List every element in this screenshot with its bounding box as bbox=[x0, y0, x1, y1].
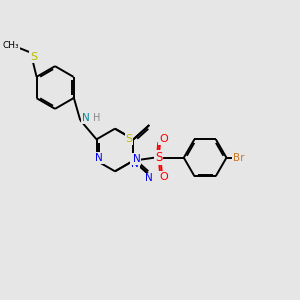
Text: N: N bbox=[82, 113, 89, 123]
Text: N: N bbox=[133, 154, 140, 164]
Text: S: S bbox=[155, 151, 162, 164]
Text: S: S bbox=[30, 52, 37, 62]
Text: N: N bbox=[95, 153, 103, 163]
Text: Br: Br bbox=[233, 153, 245, 163]
Text: O: O bbox=[159, 172, 168, 182]
Text: N: N bbox=[131, 159, 139, 169]
Text: CH₃: CH₃ bbox=[2, 41, 19, 50]
Text: H: H bbox=[93, 113, 100, 123]
Text: N: N bbox=[146, 173, 153, 184]
Text: S: S bbox=[125, 134, 133, 144]
Text: O: O bbox=[159, 134, 168, 144]
